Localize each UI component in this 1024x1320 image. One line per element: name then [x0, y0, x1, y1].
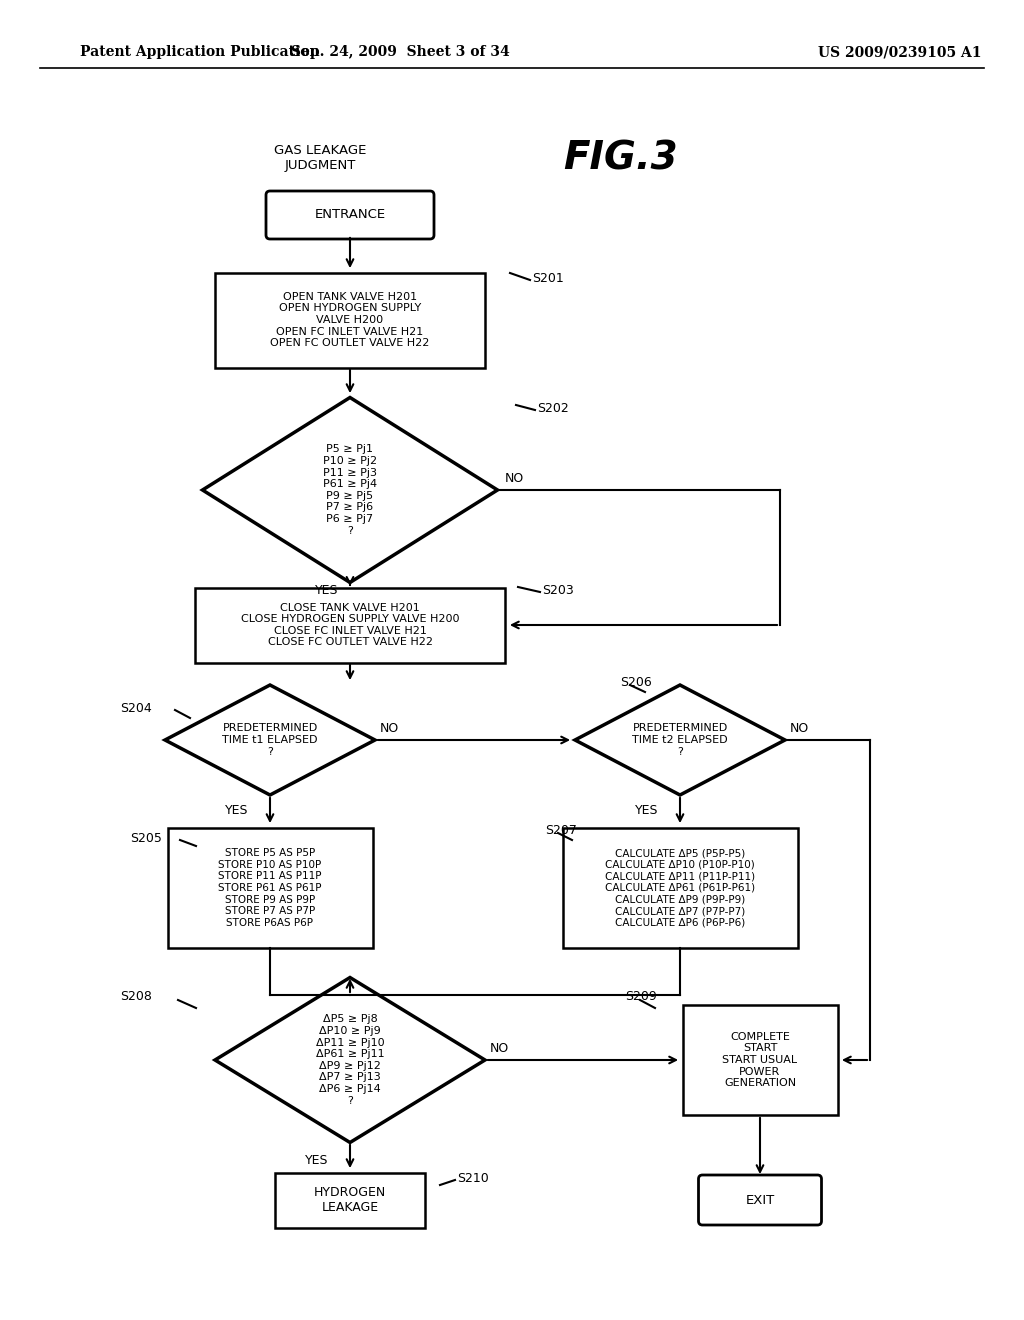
- FancyBboxPatch shape: [266, 191, 434, 239]
- Polygon shape: [215, 978, 485, 1143]
- Text: CALCULATE ΔP5 (P5P-P5)
CALCULATE ΔP10 (P10P-P10)
CALCULATE ΔP11 (P11P-P11)
CALCU: CALCULATE ΔP5 (P5P-P5) CALCULATE ΔP10 (P…: [605, 849, 755, 928]
- Text: HYDROGEN
LEAKAGE: HYDROGEN LEAKAGE: [314, 1185, 386, 1214]
- Text: S208: S208: [120, 990, 152, 1003]
- Text: YES: YES: [635, 804, 658, 817]
- Text: YES: YES: [225, 804, 249, 817]
- Bar: [275, 1172, 425, 1228]
- Text: S205: S205: [130, 832, 162, 845]
- Text: NO: NO: [790, 722, 809, 734]
- Bar: [215, 272, 485, 367]
- Polygon shape: [203, 397, 498, 582]
- Text: Patent Application Publication: Patent Application Publication: [80, 45, 319, 59]
- Text: OPEN TANK VALVE H201
OPEN HYDROGEN SUPPLY
VALVE H200
OPEN FC INLET VALVE H21
OPE: OPEN TANK VALVE H201 OPEN HYDROGEN SUPPL…: [270, 292, 430, 348]
- Text: S207: S207: [545, 824, 577, 837]
- Text: ΔP5 ≥ Pj8
ΔP10 ≥ Pj9
ΔP11 ≥ Pj10
ΔP61 ≥ Pj11
ΔP9 ≥ Pj12
ΔP7 ≥ Pj13
ΔP6 ≥ Pj14
?: ΔP5 ≥ Pj8 ΔP10 ≥ Pj9 ΔP11 ≥ Pj10 ΔP61 ≥ …: [315, 1014, 384, 1106]
- Text: S201: S201: [532, 272, 564, 285]
- Text: EXIT: EXIT: [745, 1193, 774, 1206]
- Text: Sep. 24, 2009  Sheet 3 of 34: Sep. 24, 2009 Sheet 3 of 34: [291, 45, 509, 59]
- Text: ENTRANCE: ENTRANCE: [314, 209, 386, 222]
- Text: US 2009/0239105 A1: US 2009/0239105 A1: [818, 45, 982, 59]
- Text: FIG.3: FIG.3: [562, 139, 677, 177]
- Bar: [562, 828, 798, 948]
- Text: S210: S210: [457, 1172, 488, 1184]
- Text: GAS LEAKAGE
JUDGMENT: GAS LEAKAGE JUDGMENT: [273, 144, 367, 172]
- Text: CLOSE TANK VALVE H201
CLOSE HYDROGEN SUPPLY VALVE H200
CLOSE FC INLET VALVE H21
: CLOSE TANK VALVE H201 CLOSE HYDROGEN SUP…: [241, 603, 459, 647]
- Text: PREDETERMINED
TIME t1 ELAPSED
?: PREDETERMINED TIME t1 ELAPSED ?: [222, 723, 317, 756]
- FancyBboxPatch shape: [698, 1175, 821, 1225]
- Text: STORE P5 AS P5P
STORE P10 AS P10P
STORE P11 AS P11P
STORE P61 AS P61P
STORE P9 A: STORE P5 AS P5P STORE P10 AS P10P STORE …: [218, 849, 322, 928]
- Text: NO: NO: [505, 471, 524, 484]
- Text: NO: NO: [380, 722, 399, 734]
- Bar: [195, 587, 505, 663]
- Text: S202: S202: [537, 401, 568, 414]
- Bar: [683, 1005, 838, 1115]
- Text: S209: S209: [625, 990, 656, 1003]
- Bar: [168, 828, 373, 948]
- Text: NO: NO: [490, 1041, 509, 1055]
- Text: YES: YES: [305, 1154, 329, 1167]
- Polygon shape: [165, 685, 375, 795]
- Text: S206: S206: [620, 676, 651, 689]
- Text: S203: S203: [542, 583, 573, 597]
- Text: S204: S204: [120, 701, 152, 714]
- Polygon shape: [575, 685, 785, 795]
- Text: PREDETERMINED
TIME t2 ELAPSED
?: PREDETERMINED TIME t2 ELAPSED ?: [632, 723, 728, 756]
- Text: P5 ≥ Pj1
P10 ≥ Pj2
P11 ≥ Pj3
P61 ≥ Pj4
P9 ≥ Pj5
P7 ≥ Pj6
P6 ≥ Pj7
?: P5 ≥ Pj1 P10 ≥ Pj2 P11 ≥ Pj3 P61 ≥ Pj4 P…: [323, 445, 377, 536]
- Text: COMPLETE
START
START USUAL
POWER
GENERATION: COMPLETE START START USUAL POWER GENERAT…: [723, 1032, 798, 1088]
- Text: YES: YES: [315, 583, 339, 597]
